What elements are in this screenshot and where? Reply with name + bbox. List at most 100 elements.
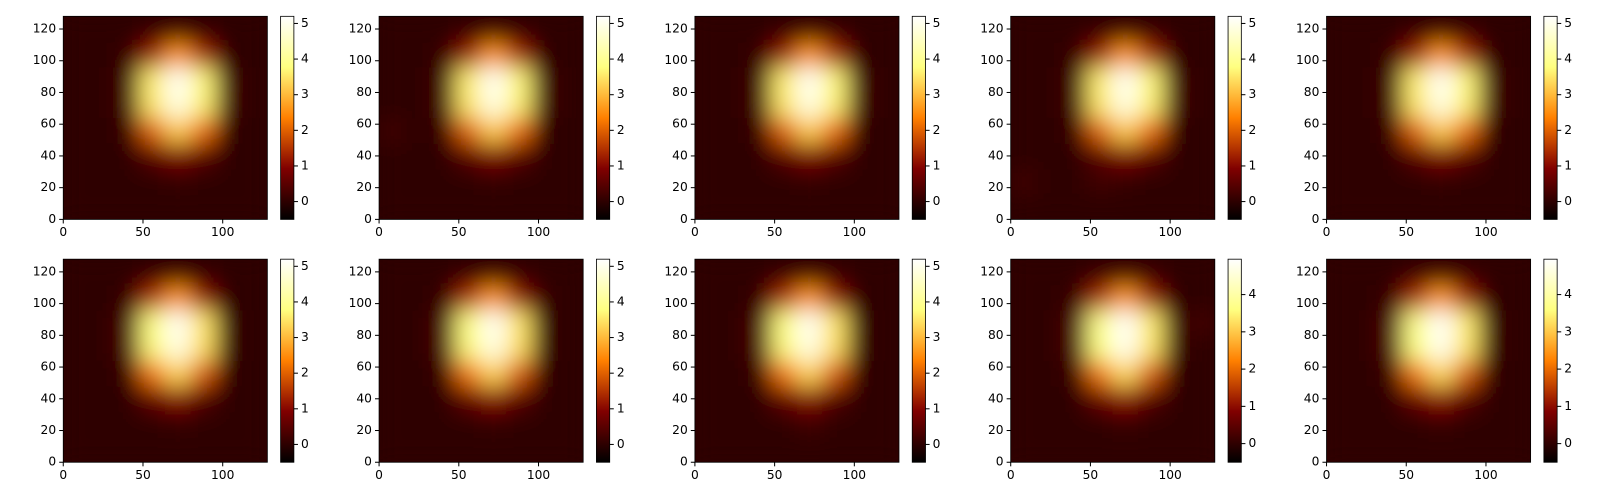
heatmap-cell <box>379 66 405 93</box>
heatmap-cell <box>745 335 772 362</box>
heatmap-cell <box>506 66 533 93</box>
heatmap-cell <box>1479 142 1506 169</box>
heatmap-cell <box>455 411 482 438</box>
heatmap-cell <box>88 284 115 311</box>
heatmap-cell <box>480 92 507 119</box>
heatmap-cell <box>1326 193 1353 220</box>
heatmap-cell <box>1479 259 1506 285</box>
heatmap-cell <box>694 360 721 387</box>
heatmap-cell <box>557 16 584 43</box>
colorbar <box>911 258 926 463</box>
heatmap-cell <box>1504 193 1531 220</box>
heatmap-cell <box>1351 411 1378 438</box>
heatmap-cell <box>822 92 849 119</box>
heatmap-cell <box>113 168 141 195</box>
heatmap-cell <box>771 309 798 336</box>
x-tick-label: 100 <box>1158 225 1181 239</box>
y-tick-label: 120 <box>33 264 56 278</box>
heatmap-cell <box>165 168 192 195</box>
heatmap-cell <box>1377 335 1404 362</box>
heatmap-cell <box>139 92 166 119</box>
heatmap-cell <box>771 92 798 119</box>
heatmap-cell <box>1479 385 1506 412</box>
heatmap-cell <box>1402 411 1429 438</box>
heatmap-cell <box>531 168 558 195</box>
heatmap-cell <box>847 436 874 463</box>
heatmap-cell <box>88 385 115 412</box>
heatmap-cell <box>216 16 243 43</box>
heatmap-cell <box>1010 41 1037 68</box>
y-tick-label: 40 <box>356 391 372 405</box>
x-tick-label: 0 <box>375 468 383 482</box>
heatmap-cell <box>1010 436 1037 463</box>
heatmap-cell <box>1453 41 1480 68</box>
heatmap-cell <box>1479 117 1506 144</box>
heatmap-cell <box>531 66 558 93</box>
heatmap-cell <box>1479 92 1506 119</box>
colorbar-tick-label: 2 <box>617 366 625 380</box>
heatmap-cell <box>847 168 874 195</box>
colorbar-tick-label: 5 <box>933 259 941 273</box>
colorbar-tick-label: 1 <box>617 401 625 415</box>
colorbar-tick-label: 3 <box>933 330 941 344</box>
heatmap-cell <box>216 117 243 144</box>
heatmap-cell <box>506 360 533 387</box>
heatmap-cell <box>771 436 798 463</box>
heatmap-cell <box>531 117 558 144</box>
heatmap-cell <box>796 360 823 387</box>
heatmap-cell <box>1504 66 1531 93</box>
heatmap-cell <box>480 259 507 285</box>
x-tick-label: 100 <box>843 468 866 482</box>
heatmap-cell <box>404 309 431 336</box>
heatmap-cell <box>1086 117 1114 144</box>
y-tick-label: 80 <box>41 328 57 342</box>
image-area <box>379 16 584 220</box>
colorbar-tick-label: 2 <box>1248 123 1256 137</box>
heatmap-cell <box>1137 92 1165 119</box>
heatmap-cell <box>1010 385 1037 412</box>
heatmap-cell <box>113 284 141 311</box>
heatmap-cell <box>429 168 456 195</box>
heatmap-cell <box>745 259 772 285</box>
heatmap-cell <box>1326 66 1353 93</box>
heatmap-cell <box>139 385 166 412</box>
heatmap-cell <box>139 360 166 387</box>
heatmap-cell <box>694 16 721 43</box>
heatmap-cell <box>1137 259 1165 285</box>
heatmap-cell <box>379 385 405 412</box>
heatmap-cell <box>847 16 874 43</box>
y-tick-label: 60 <box>988 117 1004 131</box>
heatmap-cell <box>1428 360 1455 387</box>
heatmap-cell <box>1504 92 1531 119</box>
heatmap-cell <box>1061 411 1088 438</box>
heatmap-cell <box>531 284 558 311</box>
heatmap-cell <box>429 142 456 169</box>
colorbar-tick-label: 0 <box>617 194 625 208</box>
heatmap-cell <box>1377 411 1404 438</box>
heatmap-cell <box>1010 411 1037 438</box>
heatmap-cell <box>1010 16 1037 43</box>
heatmap-cell <box>1453 335 1480 362</box>
heatmap-cell <box>216 92 243 119</box>
heatmap-cell <box>1188 335 1215 362</box>
heatmap-cell <box>557 385 584 412</box>
heatmap-cell <box>1061 360 1088 387</box>
heatmap-cell <box>379 193 405 220</box>
heatmap-cell <box>88 411 115 438</box>
heatmap-cell <box>379 335 405 362</box>
heatmap-cell <box>1061 142 1088 169</box>
x-tick-label: 100 <box>211 225 234 239</box>
heatmap-cell <box>694 92 721 119</box>
heatmap-cell <box>873 309 899 336</box>
y-tick-label: 20 <box>356 423 372 437</box>
heatmap-cell <box>1504 117 1531 144</box>
heatmap-cell <box>796 92 823 119</box>
heatmap-cell <box>113 309 141 336</box>
y-tick-label: 20 <box>1304 423 1320 437</box>
heatmap-cell <box>190 385 217 412</box>
heatmap-cell <box>694 335 721 362</box>
heatmap-cell <box>113 92 141 119</box>
heatmap-cell <box>1061 284 1088 311</box>
axes-frame <box>378 258 584 463</box>
heatmap-cell <box>1112 142 1139 169</box>
